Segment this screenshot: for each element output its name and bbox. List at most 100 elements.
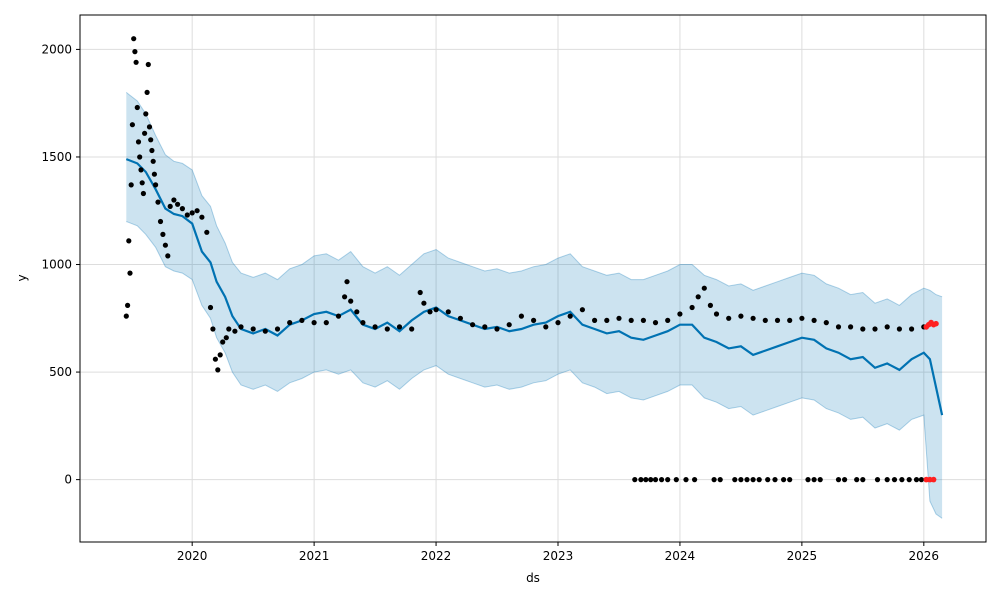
observed-point bbox=[616, 315, 622, 321]
observed-point bbox=[884, 477, 890, 483]
observed-point bbox=[781, 477, 787, 483]
observed-point bbox=[787, 317, 793, 323]
band-upper-edge bbox=[125, 92, 943, 307]
observed-point bbox=[223, 335, 229, 341]
observed-point bbox=[854, 477, 860, 483]
observed-point bbox=[194, 208, 200, 214]
observed-point bbox=[274, 326, 281, 332]
observed-point bbox=[348, 298, 354, 304]
observed-point bbox=[896, 326, 903, 332]
observed-point bbox=[143, 111, 149, 117]
observed-point bbox=[817, 477, 823, 483]
observed-point bbox=[189, 210, 195, 216]
observed-point bbox=[151, 171, 157, 177]
band-fill bbox=[126, 92, 943, 519]
observed-point bbox=[518, 313, 525, 319]
observed-point bbox=[171, 197, 177, 203]
observed-point bbox=[848, 324, 854, 330]
observed-point bbox=[648, 477, 654, 483]
observed-point bbox=[311, 320, 317, 326]
x-tick-label: 2026 bbox=[909, 549, 940, 563]
forecast-line bbox=[125, 158, 944, 416]
observed-point bbox=[689, 304, 695, 311]
recent-point bbox=[933, 320, 939, 327]
observed-point bbox=[153, 182, 159, 188]
observed-point bbox=[134, 104, 140, 111]
observed-point bbox=[323, 320, 329, 326]
observed-point bbox=[738, 313, 744, 319]
observed-point bbox=[184, 212, 190, 218]
observed-point bbox=[628, 317, 634, 323]
observed-point bbox=[162, 242, 168, 248]
observed-point bbox=[250, 326, 256, 332]
observed-point bbox=[799, 315, 805, 321]
observed-point bbox=[148, 137, 154, 143]
x-tick-label: 2020 bbox=[177, 549, 208, 563]
observed-point bbox=[787, 477, 793, 483]
y-tick-label: 0 bbox=[64, 473, 72, 487]
observed-point bbox=[199, 214, 205, 220]
observed-point bbox=[811, 317, 817, 323]
observed-point bbox=[643, 477, 649, 483]
observed-points bbox=[123, 36, 939, 483]
observed-point bbox=[673, 477, 679, 483]
observed-point bbox=[417, 289, 423, 296]
observed-point bbox=[677, 311, 683, 317]
observed-point bbox=[860, 477, 866, 483]
observed-point bbox=[711, 477, 717, 483]
observed-point bbox=[384, 326, 390, 332]
observed-point bbox=[217, 352, 223, 358]
observed-point bbox=[707, 302, 714, 308]
grid-lines bbox=[80, 15, 986, 542]
observed-point bbox=[335, 313, 342, 319]
observed-point bbox=[354, 309, 360, 315]
observed-point bbox=[860, 326, 866, 332]
observed-point bbox=[238, 324, 244, 330]
observed-point bbox=[125, 302, 131, 308]
observed-point bbox=[142, 130, 148, 136]
observed-point bbox=[823, 320, 829, 326]
observed-point bbox=[139, 180, 145, 186]
observed-point bbox=[123, 313, 129, 319]
x-axis-label: ds bbox=[526, 571, 540, 585]
observed-point bbox=[592, 317, 598, 323]
observed-point bbox=[842, 477, 848, 483]
observed-point bbox=[409, 326, 415, 332]
observed-point bbox=[128, 182, 134, 188]
observed-point bbox=[129, 122, 135, 128]
observed-point bbox=[884, 324, 890, 330]
plot-frame bbox=[79, 14, 987, 543]
observed-point bbox=[531, 317, 537, 323]
observed-point bbox=[744, 477, 750, 483]
observed-point bbox=[555, 320, 561, 326]
observed-point bbox=[232, 328, 238, 334]
plot-area bbox=[80, 15, 986, 542]
observed-point bbox=[772, 477, 778, 483]
y-tick-label: 1000 bbox=[41, 258, 72, 272]
observed-point bbox=[146, 124, 153, 130]
observed-point bbox=[762, 317, 768, 323]
observed-point bbox=[579, 307, 586, 313]
observed-point bbox=[750, 477, 756, 483]
x-axis: 2020 2021 2022 2023 2024 2025 2026 bbox=[177, 542, 939, 563]
observed-point bbox=[133, 59, 139, 65]
observed-point bbox=[131, 36, 137, 42]
observed-point bbox=[909, 326, 915, 332]
observed-point bbox=[891, 477, 898, 483]
observed-point bbox=[652, 477, 659, 483]
observed-point bbox=[738, 477, 744, 483]
observed-point bbox=[220, 339, 226, 345]
y-axis-label: y bbox=[15, 274, 29, 281]
observed-point bbox=[750, 315, 756, 321]
observed-point bbox=[811, 477, 817, 483]
observed-point bbox=[160, 231, 166, 237]
observed-point bbox=[482, 324, 488, 330]
observed-point bbox=[207, 304, 214, 311]
observed-point bbox=[287, 320, 293, 326]
observed-point bbox=[445, 309, 451, 315]
observed-point bbox=[874, 477, 881, 483]
observed-point bbox=[262, 328, 268, 334]
observed-point bbox=[396, 324, 403, 330]
observed-point bbox=[215, 367, 221, 373]
